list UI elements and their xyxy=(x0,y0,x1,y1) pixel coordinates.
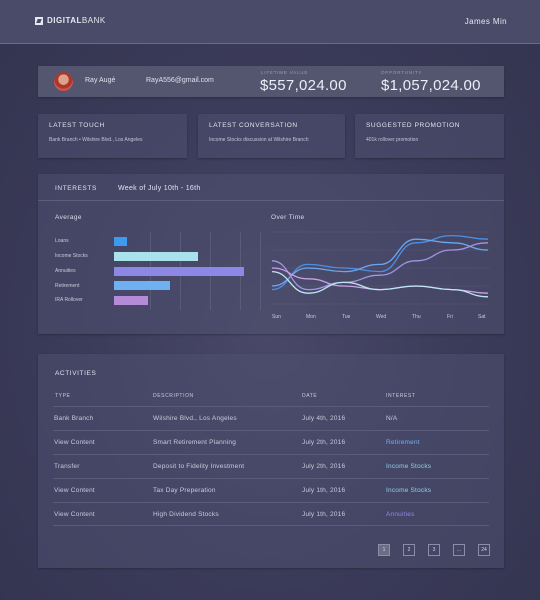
cell-date: July 1th, 2016 xyxy=(302,511,346,518)
avatar xyxy=(54,72,73,91)
card-text: Bank Branch • Wilshire Blvd., Los Angele… xyxy=(49,137,143,143)
lifetime-value-label: LIFETIME VALUE xyxy=(261,70,309,75)
lifetime-value: $557,024.00 xyxy=(260,77,347,94)
row-divider xyxy=(53,430,489,431)
opportunity-value: $1,057,024.00 xyxy=(381,77,481,94)
page-button-1[interactable]: 1 xyxy=(378,544,390,556)
activities-panel: ACTIVITIES TYPE DESCRIPTION DATE INTERES… xyxy=(38,354,504,568)
row-divider xyxy=(53,406,489,407)
card-text: 401k rollover promotion xyxy=(366,137,419,143)
cell-type: View Content xyxy=(54,487,95,494)
bar-label: IRA Rollover xyxy=(55,297,83,303)
card-text: Income Stocks discussion at Wilshire Bra… xyxy=(209,137,309,143)
column-header-description[interactable]: DESCRIPTION xyxy=(153,393,194,399)
divider xyxy=(38,200,504,201)
table-bottom-divider xyxy=(38,525,504,526)
interests-panel: INTERESTS Week of July 10th - 16th Avera… xyxy=(38,174,504,334)
cell-description: Wilshire Blvd., Los Angeles xyxy=(153,415,237,422)
bar-label: Income Stocks xyxy=(55,253,88,259)
series-line-1[interactable] xyxy=(271,238,489,287)
cell-description: High Dividend Stocks xyxy=(153,511,219,518)
x-tick-label: Wed xyxy=(376,314,387,320)
row-divider xyxy=(53,454,489,455)
table-row[interactable]: Bank Branch Wilshire Blvd., Los Angeles … xyxy=(38,406,504,429)
average-chart-title: Average xyxy=(55,214,82,221)
row-divider xyxy=(53,502,489,503)
row-divider xyxy=(53,478,489,479)
over-time-chart-title: Over Time xyxy=(271,214,305,221)
series-line-0[interactable] xyxy=(271,234,489,291)
cell-interest[interactable]: Income Stocks xyxy=(386,487,432,494)
bar-label: Retirement xyxy=(55,283,80,289)
suggested-promotion-card: SUGGESTED PROMOTION 401k rollover promot… xyxy=(355,114,504,158)
cell-interest[interactable]: Retirement xyxy=(386,439,420,446)
bank-logo-icon xyxy=(35,16,43,25)
cell-interest[interactable]: Income Stocks xyxy=(386,463,432,470)
table-row[interactable]: View Content Tax Day Preperation July 1t… xyxy=(38,478,504,501)
series-line-2[interactable] xyxy=(271,242,489,291)
over-time-line-chart xyxy=(270,231,490,305)
bar-annuities[interactable] xyxy=(114,267,245,276)
card-title: LATEST CONVERSATION xyxy=(209,122,298,129)
bar-income-stocks[interactable] xyxy=(114,252,198,261)
table-row[interactable]: Transfer Deposit to Fidelity Investment … xyxy=(38,454,504,477)
customer-profile-bar: Ray Augé RayA556@gmail.com LIFETIME VALU… xyxy=(38,66,504,97)
row-divider xyxy=(53,525,489,526)
logo-rest: BANK xyxy=(81,16,106,25)
x-tick-label: Fri xyxy=(447,314,453,320)
bar-retirement[interactable] xyxy=(114,281,170,290)
latest-conversation-card: LATEST CONVERSATION Income Stocks discus… xyxy=(198,114,345,158)
cell-date: July 4th, 2016 xyxy=(302,415,346,422)
x-tick-label: Sun xyxy=(272,314,281,320)
grid-line xyxy=(260,232,261,310)
x-tick-label: Sat xyxy=(478,314,486,320)
cell-type: View Content xyxy=(54,439,95,446)
x-tick-label: Thu xyxy=(412,314,421,320)
bar-ira-rollover[interactable] xyxy=(114,296,148,305)
activities-title: ACTIVITIES xyxy=(55,370,97,377)
bar-label: Annuities xyxy=(55,268,76,274)
cell-interest[interactable]: Annuities xyxy=(386,511,415,518)
customer-name: Ray Augé xyxy=(85,77,116,84)
latest-touch-card: LATEST TOUCH Bank Branch • Wilshire Blvd… xyxy=(38,114,187,158)
series-line-4[interactable] xyxy=(271,270,489,298)
cell-date: July 2th, 2016 xyxy=(302,439,346,446)
cell-type: View Content xyxy=(54,511,95,518)
customer-email[interactable]: RayA556@gmail.com xyxy=(146,77,214,84)
logo[interactable]: DIGITAL BANK xyxy=(35,16,106,25)
x-tick-label: Mon xyxy=(306,314,316,320)
week-range[interactable]: Week of July 10th - 16th xyxy=(118,185,201,192)
page-button-24[interactable]: 24 xyxy=(478,544,490,556)
column-header-type[interactable]: TYPE xyxy=(55,393,71,399)
cell-interest: N/A xyxy=(386,415,398,422)
cell-description: Smart Retirement Planning xyxy=(153,439,237,446)
column-header-date[interactable]: DATE xyxy=(302,393,318,399)
card-title: LATEST TOUCH xyxy=(49,122,105,129)
logo-bold: DIGITAL xyxy=(47,16,82,25)
cell-description: Tax Day Preperation xyxy=(153,487,216,494)
interests-title: INTERESTS xyxy=(55,185,97,192)
user-name[interactable]: James Min xyxy=(464,17,507,26)
column-header-interest[interactable]: INTEREST xyxy=(386,393,416,399)
bar-label: Loans xyxy=(55,238,69,244)
card-title: SUGGESTED PROMOTION xyxy=(366,122,461,129)
cell-type: Bank Branch xyxy=(54,415,94,422)
table-row[interactable]: View Content High Dividend Stocks July 1… xyxy=(38,502,504,525)
page-button-ellipsis[interactable]: ... xyxy=(453,544,465,556)
bar-loans[interactable] xyxy=(114,237,127,246)
cell-date: July 1th, 2016 xyxy=(302,487,346,494)
cell-type: Transfer xyxy=(54,463,80,470)
x-tick-label: Tue xyxy=(342,314,351,320)
opportunity-label: OPPORTUNITY xyxy=(381,70,423,75)
top-bar: DIGITAL BANK James Min xyxy=(0,0,540,44)
page-button-2[interactable]: 2 xyxy=(403,544,415,556)
cell-description: Deposit to Fidelity Investment xyxy=(153,463,245,470)
table-row[interactable]: View Content Smart Retirement Planning J… xyxy=(38,430,504,453)
page-button-3[interactable]: 3 xyxy=(428,544,440,556)
cell-date: July 2th, 2016 xyxy=(302,463,346,470)
